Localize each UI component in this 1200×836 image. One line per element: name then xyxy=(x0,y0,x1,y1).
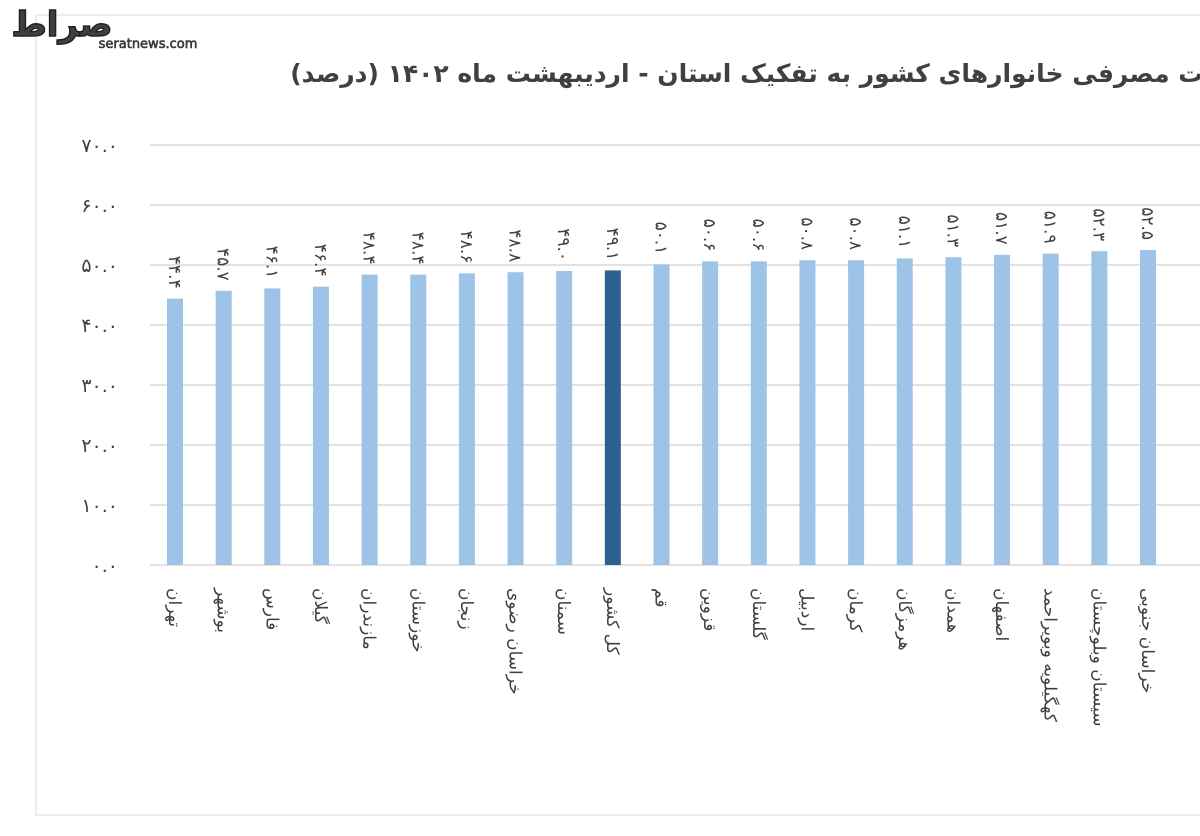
value-label: ۵۰.۶ xyxy=(699,219,719,252)
x-tick-label: خوزستان xyxy=(407,588,427,653)
value-label: ۴۶.۱ xyxy=(261,246,281,279)
bar xyxy=(167,298,183,565)
value-label: ۴۹.۱ xyxy=(602,228,622,261)
bar xyxy=(1042,253,1059,565)
bar xyxy=(750,261,767,565)
x-tick-label: سیستان وبلوچستان xyxy=(1088,588,1108,727)
value-label: ۵۰.۱ xyxy=(651,222,671,255)
watermark-logo: صراط xyxy=(12,5,113,45)
bar xyxy=(653,264,670,565)
value-label: ۵۰.۶ xyxy=(748,219,768,252)
x-tick-label: کرمان xyxy=(845,588,865,633)
y-tick-label: ۵۰.۰ xyxy=(81,255,118,277)
value-label: ۵۰.۸ xyxy=(845,217,865,250)
bar xyxy=(896,258,913,565)
x-tick-label: اردبیل xyxy=(796,588,816,631)
bar xyxy=(458,273,475,565)
x-tick-label: کهگیلویه وبویراحمد xyxy=(1040,588,1061,723)
bar xyxy=(848,260,865,565)
bar xyxy=(945,257,962,565)
chart-title: ات مصرفی خانوارهای کشور به تفکیک استان -… xyxy=(290,59,1200,89)
x-tick-label: گلستان xyxy=(748,588,769,641)
value-label: ۴۹.۰ xyxy=(553,228,573,261)
x-tick-label: اصفهان xyxy=(991,588,1011,641)
value-label: ۵۱.۳ xyxy=(942,214,962,247)
value-label: ۵۲.۵ xyxy=(1137,207,1157,240)
y-tick-label: ۱۰.۰ xyxy=(81,495,118,517)
x-tick-label: تهران xyxy=(164,588,184,627)
bar xyxy=(604,270,621,565)
value-label: ۴۸.۴ xyxy=(359,232,379,265)
value-label: ۴۴.۴ xyxy=(164,256,184,289)
bar xyxy=(361,274,378,565)
value-label: ۴۸.۴ xyxy=(407,232,427,265)
y-tick-label: ۷۰.۰ xyxy=(81,135,118,157)
bar xyxy=(312,286,329,565)
bar xyxy=(799,260,816,565)
value-label: ۵۱.۹ xyxy=(1040,211,1060,244)
x-tick-label: خراسان جنوبی xyxy=(1137,588,1157,693)
value-label: ۴۸.۶ xyxy=(456,231,476,264)
value-label: ۵۱.۷ xyxy=(991,212,1011,245)
value-label: ۴۶.۴ xyxy=(310,244,330,277)
value-label: ۵۱.۱ xyxy=(894,216,914,249)
bar xyxy=(410,274,427,565)
x-tick-label: هرمزگان xyxy=(894,588,915,651)
x-tick-label: زنجان xyxy=(456,588,476,630)
bar xyxy=(556,271,573,565)
watermark-site: seratnews.com xyxy=(99,37,198,52)
x-tick-label: قم xyxy=(651,588,671,607)
x-tick-label: بوشهر xyxy=(213,587,233,633)
x-tick-label: خراسان رضوی xyxy=(505,588,525,695)
bar xyxy=(994,254,1011,566)
x-tick-label: گیلان xyxy=(310,588,331,625)
y-tick-label: ۶۰.۰ xyxy=(81,195,118,217)
y-tick-label: ۲۰.۰ xyxy=(81,435,118,457)
value-label: ۵۲.۳ xyxy=(1088,208,1108,241)
x-tick-label: همدان xyxy=(942,588,962,633)
bar xyxy=(215,290,232,565)
x-tick-label: مازندران xyxy=(359,588,379,650)
bar xyxy=(1091,251,1108,565)
value-label: ۵۰.۸ xyxy=(796,217,816,250)
y-tick-label: ۳۰.۰ xyxy=(81,375,118,397)
bar xyxy=(264,288,281,565)
value-label: ۴۸.۸ xyxy=(505,229,525,262)
bar xyxy=(702,261,719,565)
x-tick-label: قزوین xyxy=(699,588,719,631)
value-label: ۴۵.۷ xyxy=(213,248,233,281)
x-tick-label: کل کشور xyxy=(602,587,622,656)
y-tick-label: ۰.۰ xyxy=(92,555,118,577)
bar xyxy=(1140,250,1156,565)
y-tick-label: ۴۰.۰ xyxy=(81,315,118,337)
x-tick-label: فارس xyxy=(261,588,281,630)
bar xyxy=(507,272,524,565)
x-tick-label: سمنان xyxy=(553,588,573,635)
